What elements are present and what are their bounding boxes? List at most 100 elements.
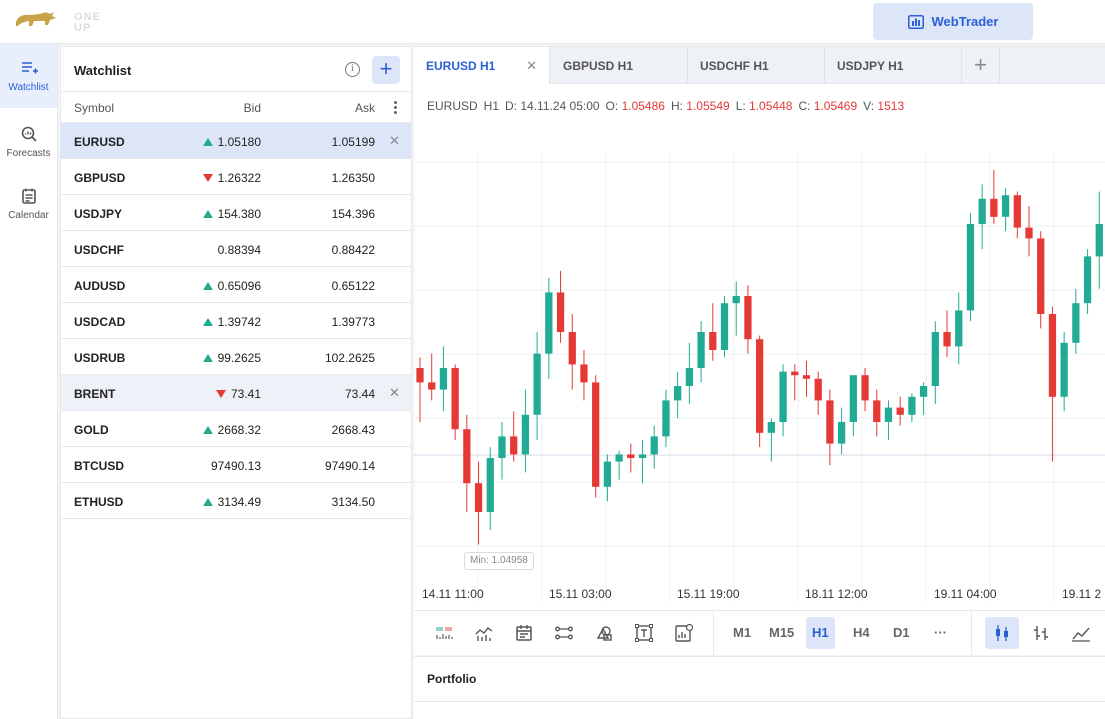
top-bar: ONE UP WebTrader bbox=[0, 0, 1105, 44]
price-up-icon bbox=[202, 138, 213, 146]
candle-body bbox=[931, 332, 939, 386]
candle-body bbox=[545, 292, 553, 354]
close-tab-icon[interactable]: ✕ bbox=[526, 58, 537, 73]
ask-price: 3134.50 bbox=[331, 495, 375, 509]
candle-body bbox=[826, 400, 834, 444]
shapes-tool[interactable] bbox=[589, 617, 619, 649]
candles-chart-type[interactable] bbox=[985, 617, 1019, 649]
watchlist-row[interactable]: AUDUSD 0.65096 0.65122 bbox=[61, 267, 411, 303]
watchlist-row[interactable]: BRENT 73.41 73.44 ✕ bbox=[61, 375, 411, 411]
bid-price: 1.39742 bbox=[217, 315, 261, 329]
candle-body bbox=[685, 368, 694, 386]
bars-chart-type[interactable] bbox=[1026, 617, 1056, 649]
symbol-name: BRENT bbox=[74, 387, 116, 401]
symbol-name: USDRUB bbox=[74, 351, 126, 365]
price-up-icon bbox=[202, 354, 213, 362]
ohlc-timeframe: H1 bbox=[483, 99, 500, 113]
watchlist-row[interactable]: USDCHF 0.88394 0.88422 bbox=[61, 231, 411, 267]
candle-body bbox=[779, 371, 787, 422]
candle-body bbox=[756, 339, 764, 433]
bull-logo-icon bbox=[16, 12, 56, 26]
candle-body bbox=[802, 375, 811, 379]
watchlist-row[interactable]: USDJPY 154.380 154.396 bbox=[61, 195, 411, 231]
timeframe-d1[interactable]: D1 bbox=[893, 625, 910, 640]
calendar-tool-icon bbox=[516, 625, 532, 641]
tab-eurusd-h1[interactable]: EURUSD H1 ✕ bbox=[414, 47, 550, 84]
timeframe-m15[interactable]: M15 bbox=[769, 625, 795, 640]
watchlist-row[interactable]: EURUSD 1.05180 1.05199 ✕ bbox=[61, 123, 411, 159]
timeframe-m1[interactable]: M1 bbox=[733, 625, 752, 640]
candle-body bbox=[556, 292, 565, 332]
portfolio-title[interactable]: Portfolio bbox=[427, 672, 477, 686]
bid-cell: 73.41 bbox=[215, 387, 261, 401]
watchlist-row[interactable]: USDRUB 99.2625 102.2625 bbox=[61, 339, 411, 375]
symbol-name: EURUSD bbox=[74, 135, 125, 149]
portfolio-panel: Portfolio bbox=[414, 656, 1105, 719]
x-tick-label: 14.11 11:00 bbox=[422, 587, 484, 601]
watchlist-row[interactable]: ETHUSD 3134.49 3134.50 bbox=[61, 483, 411, 519]
trendline-tool[interactable] bbox=[549, 617, 579, 649]
timeframe-h1[interactable]: H1 bbox=[806, 617, 835, 649]
chart-tabs: EURUSD H1 ✕ GBPUSD H1 USDCHF H1 USDJPY H… bbox=[414, 47, 1105, 84]
watchlist-row[interactable]: GOLD 2668.32 2668.43 bbox=[61, 411, 411, 447]
watchlist-row[interactable]: BTCUSD 97490.13 97490.14 bbox=[61, 447, 411, 483]
candle-body bbox=[697, 332, 705, 368]
candle-body bbox=[1072, 303, 1080, 343]
candle-body bbox=[627, 454, 635, 458]
nav-item-watchlist[interactable]: Watchlist bbox=[0, 44, 57, 108]
candle-body bbox=[638, 454, 647, 458]
price-down-icon bbox=[202, 174, 213, 182]
watchlist-row[interactable]: GBPUSD 1.26322 1.26350 bbox=[61, 159, 411, 195]
logo[interactable]: ONE UP bbox=[14, 8, 100, 34]
ohlc-readout: EURUSD H1 D: 14.11.24 05:00 O: 1.05486 H… bbox=[427, 99, 904, 113]
bid-cell: 2668.32 bbox=[202, 423, 261, 437]
candle-body bbox=[533, 353, 541, 415]
logo-text: ONE UP bbox=[74, 11, 101, 34]
watchlist-row[interactable]: USDCAD 1.39742 1.39773 bbox=[61, 303, 411, 339]
symbol-name: GBPUSD bbox=[74, 171, 126, 185]
symbol-name: GOLD bbox=[74, 423, 109, 437]
nav-label-forecasts: Forecasts bbox=[6, 148, 51, 159]
add-symbol-button[interactable]: + bbox=[372, 56, 400, 84]
nav-item-forecasts[interactable]: Forecasts bbox=[0, 110, 57, 174]
indicators-tool[interactable] bbox=[469, 617, 499, 649]
remove-row-icon[interactable]: ✕ bbox=[389, 385, 400, 400]
candle-body bbox=[1037, 238, 1045, 314]
candle-body bbox=[1025, 227, 1033, 239]
bid-price: 0.65096 bbox=[217, 279, 261, 293]
symbol-name: ETHUSD bbox=[74, 495, 124, 509]
ask-price: 1.26350 bbox=[331, 171, 375, 185]
more-timeframes-button[interactable]: ··· bbox=[934, 625, 947, 640]
calendar-tool[interactable] bbox=[509, 617, 539, 649]
volume-indicator-tool[interactable] bbox=[429, 617, 459, 649]
watchlist-icon bbox=[21, 62, 38, 74]
info-icon[interactable]: i bbox=[345, 62, 360, 77]
candle-body bbox=[1001, 195, 1010, 217]
column-menu-icon[interactable] bbox=[394, 101, 398, 115]
tab-usdchf-h1[interactable]: USDCHF H1 bbox=[688, 47, 825, 84]
candle-body bbox=[720, 303, 729, 350]
watchlist-rows: EURUSD 1.05180 1.05199 ✕ GBPUSD 1.26322 1.2635… bbox=[61, 123, 411, 519]
candle-body bbox=[1095, 224, 1103, 257]
candlestick-chart[interactable] bbox=[414, 132, 1105, 622]
ohlc-open-label: O: bbox=[605, 99, 619, 113]
chart-panel: EURUSD H1 ✕ GBPUSD H1 USDCHF H1 USDJPY H… bbox=[414, 46, 1105, 655]
line-chart-type[interactable] bbox=[1066, 617, 1096, 649]
remove-row-icon[interactable]: ✕ bbox=[389, 133, 400, 148]
candle-body bbox=[498, 436, 506, 458]
add-tab-button[interactable]: + bbox=[962, 47, 1000, 84]
timeframe-h4[interactable]: H4 bbox=[853, 625, 870, 640]
chart-settings-tool[interactable] bbox=[669, 617, 699, 649]
webtrader-button[interactable]: WebTrader bbox=[873, 3, 1033, 40]
column-symbol: Symbol bbox=[74, 101, 115, 115]
tab-gbpusd-h1[interactable]: GBPUSD H1 bbox=[551, 47, 688, 84]
nav-item-calendar[interactable]: Calendar bbox=[0, 172, 57, 236]
tab-usdjpy-h1[interactable]: USDJPY H1 bbox=[825, 47, 962, 84]
ask-price: 97490.14 bbox=[324, 459, 375, 473]
candle-body bbox=[650, 436, 658, 455]
text-tool[interactable] bbox=[629, 617, 659, 649]
ask-price: 102.2625 bbox=[324, 351, 375, 365]
left-nav: Watchlist Forecasts Calendar bbox=[0, 44, 58, 719]
ohlc-open: 1.05486 bbox=[621, 99, 665, 113]
ask-price: 0.65122 bbox=[331, 279, 375, 293]
